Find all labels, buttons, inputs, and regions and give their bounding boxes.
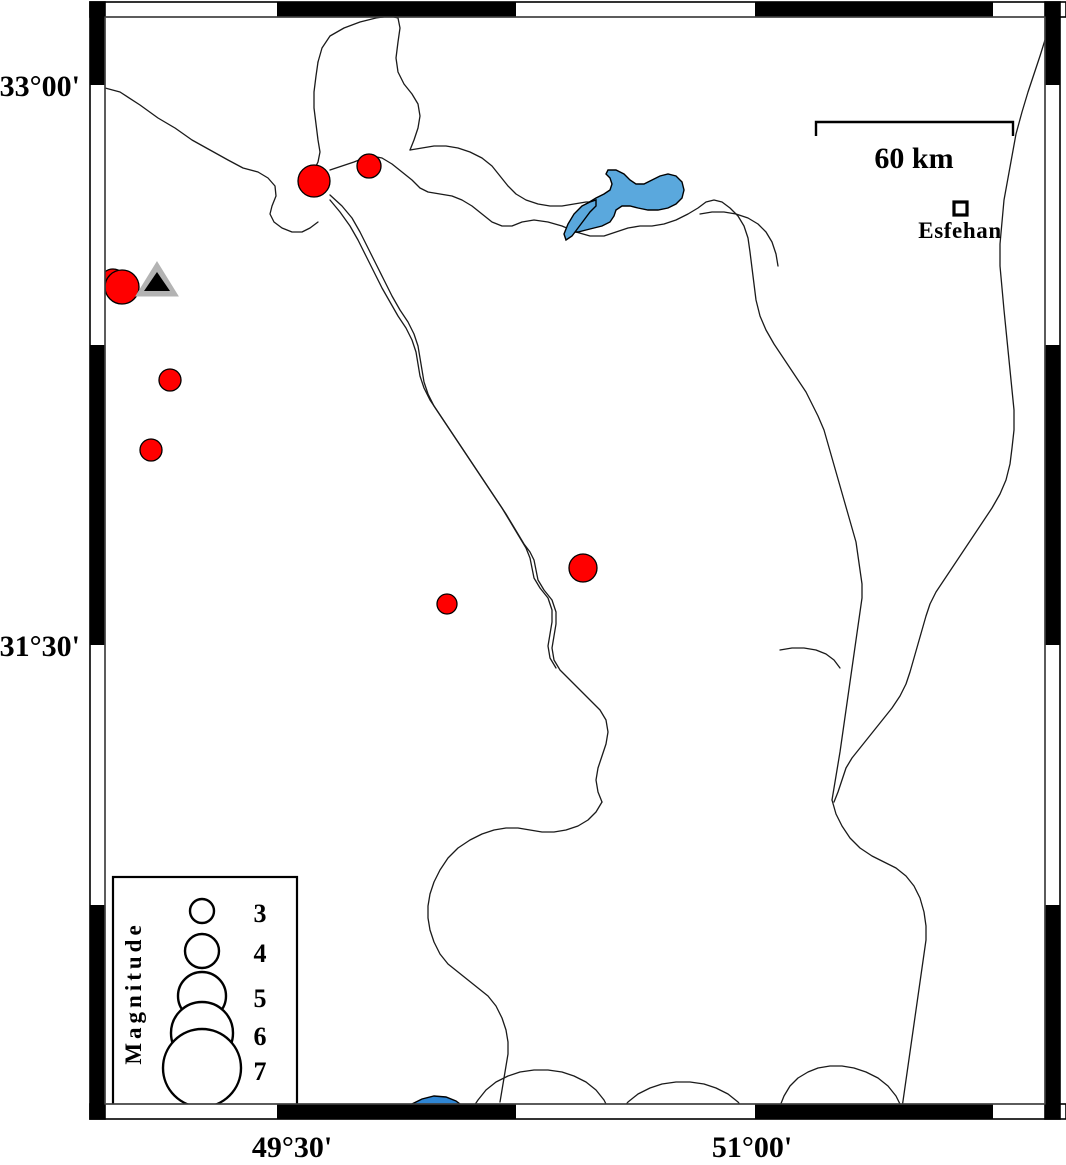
legend-symbol-mag4 — [183, 932, 221, 970]
legend-label-mag7: 7 — [254, 1057, 267, 1086]
earthquake-marker — [356, 153, 382, 179]
legend-symbol-mag7 — [161, 1027, 243, 1109]
legend-label-mag3: 3 — [254, 899, 267, 928]
earthquake-marker — [436, 593, 458, 615]
scale-bar: 60 km — [814, 120, 1015, 175]
triangle-marker-inner — [144, 272, 170, 291]
earthquake-marker — [105, 269, 140, 305]
square-marker — [952, 200, 969, 217]
map-frame — [89, 1, 1066, 1120]
legend-symbol-mag3 — [188, 897, 216, 925]
frame-bottom — [89, 1103, 1066, 1120]
axis-tick-labels: 33°00' 31°30' 49°30' 51°00' — [0, 70, 792, 1164]
earthquake-marker — [139, 438, 163, 462]
plot-outline — [104, 16, 1046, 1105]
scale-bar-bracket — [814, 120, 1015, 136]
legend-label-mag6: 6 — [254, 1022, 267, 1051]
earthquake-marker — [297, 164, 331, 198]
y-tick-label-31-30: 31°30' — [0, 630, 80, 663]
frame-left — [89, 1, 106, 1120]
frame-top — [89, 1, 1066, 18]
x-tick-label-49-30: 49°30' — [252, 1131, 332, 1164]
magnitude-legend: Magnitude 3 4 5 6 7 — [111, 875, 299, 1111]
earthquake-marker — [158, 368, 182, 392]
map-interior: 60 km Esfehan Magnitude 3 4 5 — [105, 10, 1045, 1112]
frame-right — [1044, 1, 1061, 1120]
city-label: Esfehan — [918, 218, 1001, 243]
lake-west-arm — [563, 199, 597, 242]
legend-title: Magnitude — [121, 921, 146, 1064]
city-marker-group: Esfehan — [918, 200, 1001, 243]
scale-bar-label: 60 km — [874, 142, 953, 175]
boundary-lines — [105, 15, 1045, 1112]
x-tick-label-51-00: 51°00' — [712, 1131, 792, 1164]
legend-label-mag4: 4 — [254, 939, 267, 968]
y-tick-label-33-00: 33°00' — [0, 70, 80, 103]
earthquake-marker — [568, 553, 598, 583]
legend-label-mag5: 5 — [254, 984, 267, 1013]
station-marker — [135, 261, 179, 297]
earthquake-markers — [105, 153, 598, 615]
main-lake — [566, 169, 685, 233]
